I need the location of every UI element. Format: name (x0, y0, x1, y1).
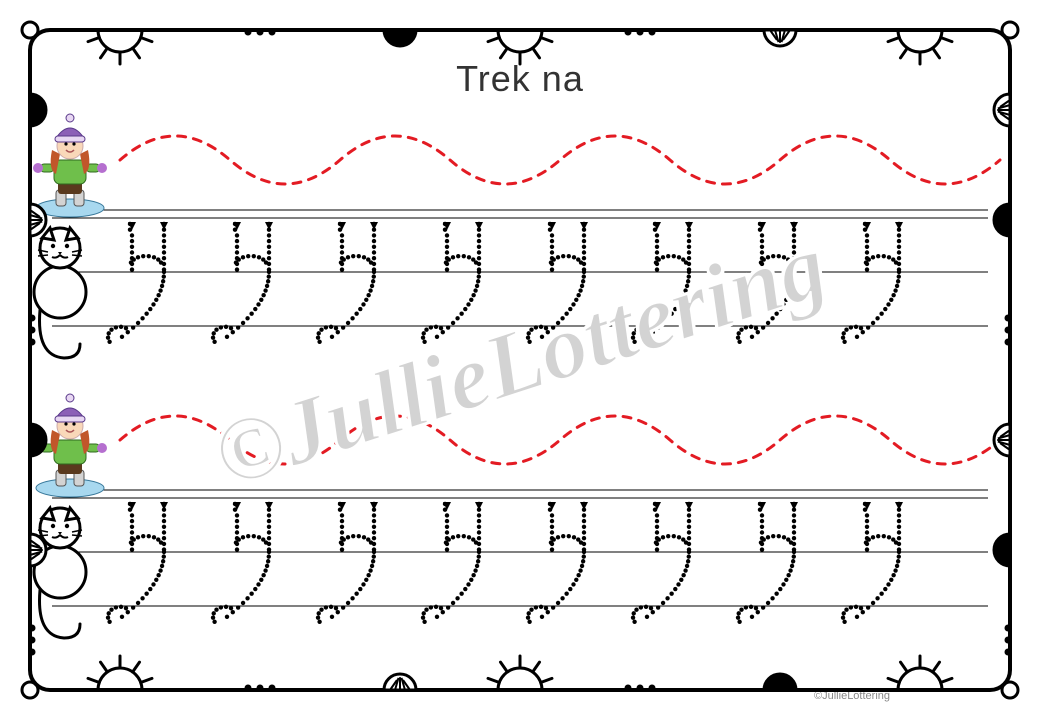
worksheet-content (0, 0, 1040, 720)
